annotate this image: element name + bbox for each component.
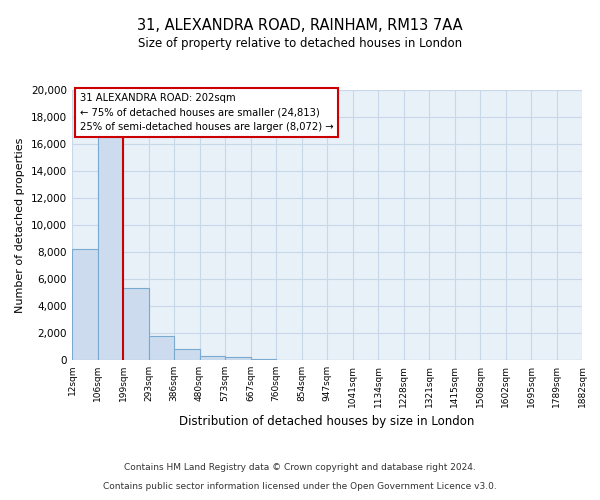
Bar (225, 357, 251, 360)
Bar (199, 356, 225, 360)
Text: 31 ALEXANDRA ROAD: 202sqm
← 75% of detached houses are smaller (24,813)
25% of s: 31 ALEXANDRA ROAD: 202sqm ← 75% of detac… (80, 92, 333, 132)
Bar (97, 137, 123, 360)
Bar (174, 349, 199, 360)
Y-axis label: Number of detached properties: Number of detached properties (16, 138, 25, 312)
Text: Size of property relative to detached houses in London: Size of property relative to detached ho… (138, 38, 462, 51)
Text: Contains HM Land Registry data © Crown copyright and database right 2024.: Contains HM Land Registry data © Crown c… (124, 464, 476, 472)
Bar (149, 336, 174, 360)
Text: Contains public sector information licensed under the Open Government Licence v3: Contains public sector information licen… (103, 482, 497, 491)
Bar (72, 250, 97, 360)
X-axis label: Distribution of detached houses by size in London: Distribution of detached houses by size … (179, 416, 475, 428)
Text: 31, ALEXANDRA ROAD, RAINHAM, RM13 7AA: 31, ALEXANDRA ROAD, RAINHAM, RM13 7AA (137, 18, 463, 32)
Bar (251, 358, 276, 360)
Bar (123, 288, 149, 360)
